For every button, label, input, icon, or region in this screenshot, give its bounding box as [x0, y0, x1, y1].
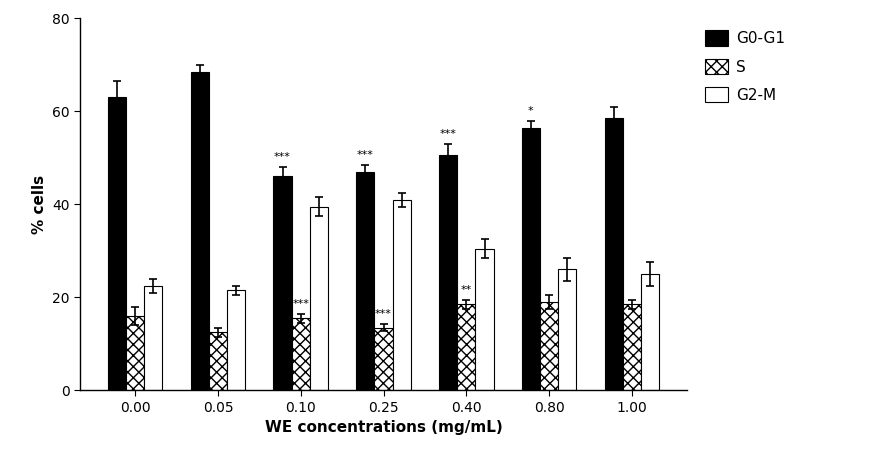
Bar — [558, 269, 576, 390]
Bar — [209, 332, 227, 390]
Bar — [108, 97, 126, 390]
Text: ***: *** — [440, 129, 457, 139]
X-axis label: WE concentrations (mg/mL): WE concentrations (mg/mL) — [265, 420, 502, 435]
Legend: G0-G1, S, G2-M: G0-G1, S, G2-M — [700, 26, 789, 107]
Bar — [227, 291, 245, 390]
Bar — [392, 200, 411, 390]
Text: ***: *** — [293, 299, 310, 309]
Bar — [439, 155, 458, 390]
Bar — [522, 128, 540, 390]
Bar — [191, 72, 209, 390]
Bar — [310, 207, 328, 390]
Bar — [475, 248, 493, 390]
Text: **: ** — [461, 285, 472, 295]
Bar — [641, 274, 659, 390]
Bar — [356, 172, 375, 390]
Bar — [540, 302, 558, 390]
Bar — [605, 118, 623, 390]
Bar — [145, 286, 162, 390]
Y-axis label: % cells: % cells — [32, 175, 46, 234]
Bar — [458, 304, 475, 390]
Text: *: * — [528, 106, 533, 116]
Bar — [274, 176, 292, 390]
Bar — [623, 304, 641, 390]
Bar — [126, 316, 145, 390]
Text: ***: *** — [376, 309, 392, 319]
Bar — [292, 318, 310, 390]
Text: ***: *** — [357, 150, 374, 160]
Text: ***: *** — [274, 153, 291, 163]
Bar — [375, 328, 392, 390]
